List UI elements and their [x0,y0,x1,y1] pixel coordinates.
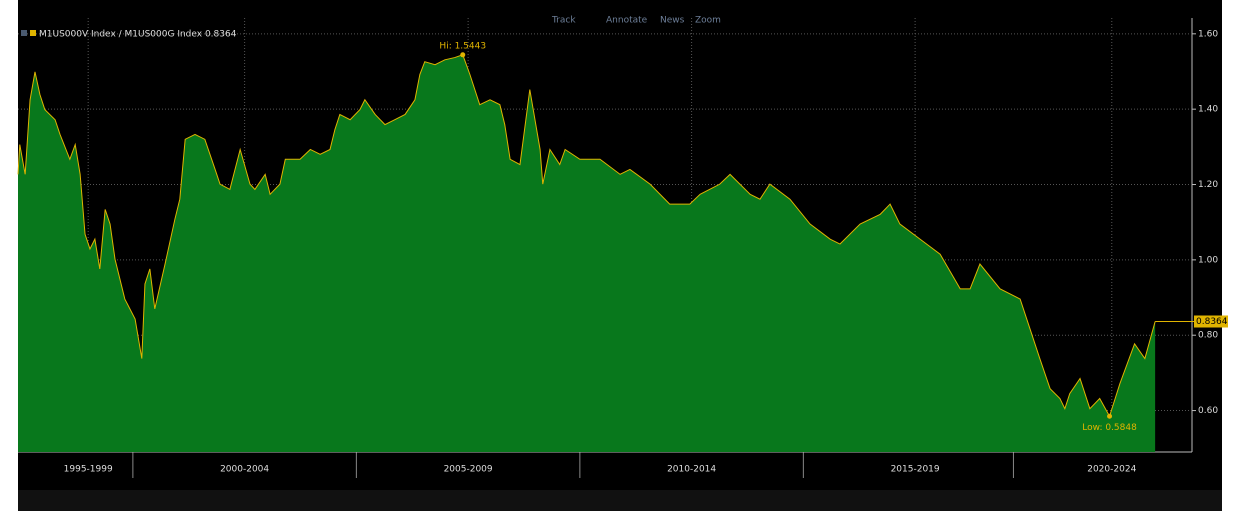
toolbar-item[interactable]: News [660,16,685,26]
x-tick-label: 2005-2009 [444,465,493,475]
x-tick-label: 1995-1999 [64,465,113,475]
x-tick-label: 2015-2019 [891,465,940,475]
toolbar-item[interactable]: Track [551,16,576,26]
line [17,54,1156,418]
annotation: Low: 0.5848 [1082,423,1137,433]
y-tick-label: 0.60 [1198,406,1218,416]
annotation: Hi: 1.5443 [439,41,486,51]
y-tick-label: 1.20 [1198,180,1218,190]
legend-label: M1US000V Index / M1US000G Index 0.8364 [39,30,237,40]
toolbar-item[interactable]: Annotate [606,16,648,26]
x-tick-label: 2000-2004 [220,465,269,475]
x-tick-label: 2020-2024 [1087,465,1136,475]
last-value-label: 0.8364 [1196,317,1228,327]
y-tick-label: 0.80 [1198,331,1218,341]
last-value-box [1194,315,1228,328]
area [18,54,1156,452]
x-tick-label: 2010-2014 [667,465,716,475]
annotation-marker [1107,413,1113,419]
toolbar: Track Annotate News Zoom [551,16,721,26]
footer-strip [18,490,1222,511]
toolbar-item[interactable]: Zoom [695,16,721,26]
y-tick-label: 1.40 [1198,105,1218,115]
legend-swatch-frame [21,30,27,36]
annotation-marker [460,52,466,58]
legend-swatch [30,30,36,36]
y-tick-label: 1.60 [1198,29,1218,39]
y-tick-label: 1.00 [1198,255,1218,265]
